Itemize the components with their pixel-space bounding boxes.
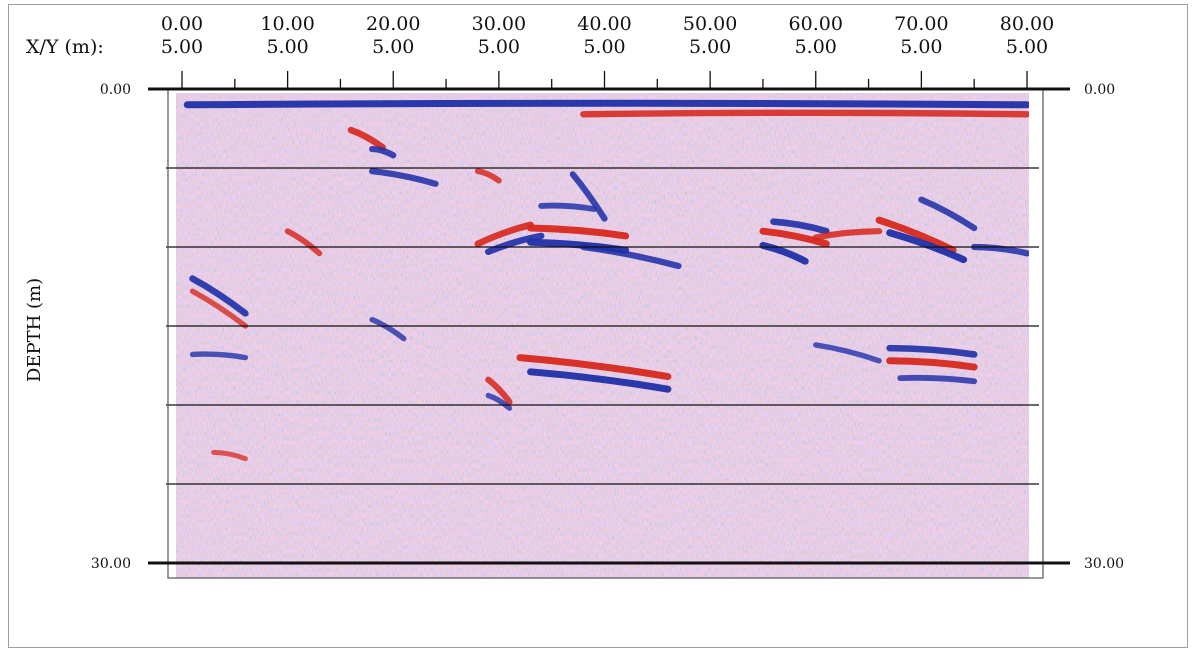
x-tick-label-bottom: 5.00 [689,36,731,58]
negative-reflector [369,145,397,159]
negative-reflector [369,316,407,342]
positive-reflector [516,354,672,381]
depth-grid [166,167,1039,485]
x-tick-label-bottom: 5.00 [266,36,308,58]
negative-reflector [580,243,682,270]
x-tick-label-top: 30.00 [472,13,526,35]
negative-reflector [897,374,978,385]
positive-reflector [527,224,630,240]
x-tick-label-top: 10.00 [260,13,314,35]
y-axis: 0.00 0.00 30.00 30.00 [91,82,1124,572]
x-tick-label-top: 40.00 [577,13,631,35]
positive-reflector [474,221,534,248]
negative-reflector [759,241,809,265]
negative-reflector [485,392,513,411]
positive-reflector [886,357,978,371]
x-tick-label-top: 0.00 [161,13,203,35]
positive-reflector [189,288,249,329]
x-tick-label-bottom: 5.00 [900,36,942,58]
negative-reflector [918,196,978,232]
negative-reflector [527,238,630,254]
positive-reflector [474,168,502,184]
reflector-layer [176,96,1029,572]
negative-reflector [886,229,968,264]
positive-reflector [485,376,513,405]
x-tick-label-top: 70.00 [894,13,948,35]
negative-reflector [770,218,830,235]
x-tick-label-bottom: 5.00 [372,36,414,58]
negative-reflector [886,344,978,358]
y-axis-label: DEPTH (m) [24,278,45,382]
x-tick-label-top: 60.00 [789,13,843,35]
y-tick-label-left: 30.00 [91,556,131,572]
negative-reflector [813,342,882,364]
x-tick-label-bottom: 5.00 [478,36,520,58]
negative-reflector [189,351,249,361]
plot-frame [148,87,1070,579]
positive-reflector [580,109,1029,118]
negative-reflector [569,171,608,222]
negative-reflector [189,275,249,317]
y-tick-label-left: 0.00 [100,82,131,98]
x-tick-label-top: 80.00 [1000,13,1054,35]
y-tick-label-right: 30.00 [1084,556,1124,572]
negative-reflector [183,99,1029,109]
x-tick-label-bottom: 5.00 [795,36,837,58]
positive-reflector [347,126,386,151]
positive-reflector [211,449,248,462]
x-tick-label-bottom: 5.00 [161,36,203,58]
positive-reflector [812,228,883,241]
x-tick-label-bottom: 5.00 [1006,36,1048,58]
positive-reflector [759,227,830,248]
x-tick-label-top: 20.00 [366,13,420,35]
x-tick-label-bottom: 5.00 [583,36,625,58]
x-axis: 0.005.0010.005.0020.005.0030.005.0040.00… [161,13,1054,89]
x-tick-label-top: 50.00 [683,13,737,35]
positive-reflector [284,228,323,257]
radargram-area [176,93,1029,578]
negative-reflector [485,232,545,256]
negative-reflector [369,168,439,187]
negative-reflector [538,202,597,212]
y-tick-label-right: 0.00 [1084,82,1115,98]
x-axis-label: X/Y (m): [26,36,104,58]
negative-reflector [527,368,672,393]
